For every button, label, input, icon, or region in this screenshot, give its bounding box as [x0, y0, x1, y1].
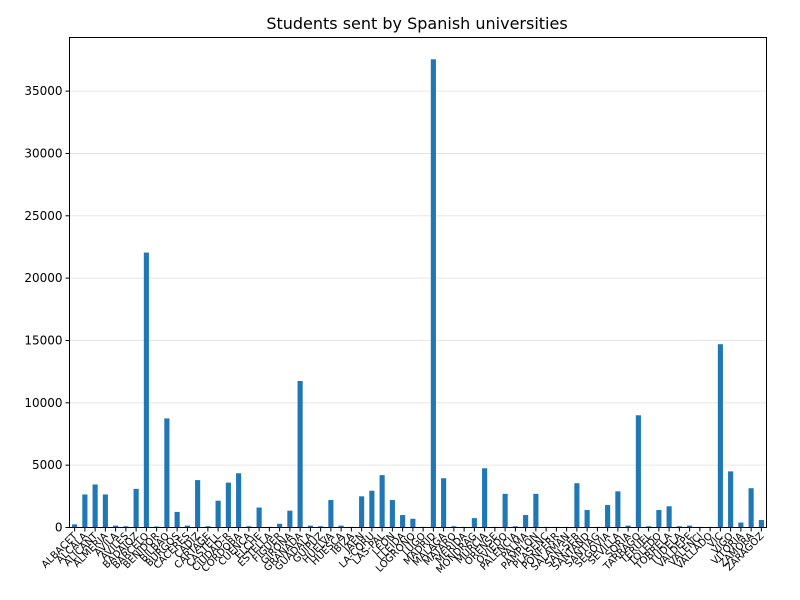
bar-zamora — [748, 488, 754, 528]
bar-jaen — [359, 496, 365, 528]
bar-madrid — [430, 59, 436, 528]
bar-avila — [113, 525, 119, 528]
bar-almeria — [102, 494, 108, 528]
bar-palma — [523, 515, 529, 528]
bar-santand — [584, 510, 590, 528]
bar-la-coru — [369, 490, 375, 528]
bar-vic — [717, 344, 723, 528]
bar-vigo — [728, 471, 734, 528]
y-tick-label: 15000 — [24, 333, 62, 347]
bar-murcia — [482, 468, 488, 528]
bar-huelva — [328, 500, 334, 528]
bar-cordoba — [236, 473, 242, 528]
bar-mondrag — [471, 518, 477, 528]
bar-valdepe — [687, 525, 693, 528]
grid-lines — [69, 90, 767, 528]
bar-vitoria — [738, 522, 744, 528]
bar-burgos — [174, 511, 180, 528]
bar-cartage — [205, 526, 211, 528]
y-tick-label: 25000 — [24, 209, 62, 223]
bar-girona — [287, 510, 293, 528]
bar-badajoz — [133, 488, 139, 528]
bar-caceres — [184, 525, 190, 528]
bar-zaragoz — [758, 520, 764, 528]
bar-lleida — [400, 515, 406, 528]
bar-soria — [625, 525, 631, 528]
y-tick-label: 35000 — [24, 84, 62, 98]
bar-granada — [297, 380, 303, 528]
bar-bilbao — [164, 418, 170, 528]
bars — [72, 59, 764, 528]
y-tick-label: 5000 — [32, 458, 63, 472]
bar-aviles — [123, 526, 129, 528]
bar-torrela — [666, 506, 672, 528]
bar-alicant — [92, 484, 98, 528]
bar-elche — [256, 507, 262, 528]
bar-oviedo — [502, 493, 508, 528]
plot-frame — [69, 37, 767, 528]
bar-ciudad-r — [225, 482, 231, 528]
bar-toledo — [656, 510, 662, 528]
y-tick-label: 20000 — [24, 271, 62, 285]
bar-segovia — [605, 505, 611, 528]
bar-leon — [389, 500, 395, 528]
bar-albacet — [72, 524, 78, 528]
bar-san-seb — [574, 483, 580, 528]
bar-pamplon — [533, 493, 539, 528]
y-tick-label: 30000 — [24, 146, 62, 160]
bar-mataro — [451, 526, 457, 528]
bar-teruel — [646, 526, 652, 528]
bar-malaga — [441, 478, 447, 528]
bar-cadiz — [195, 480, 201, 528]
bar-huesca — [338, 525, 344, 528]
bar-tarrago — [635, 415, 641, 528]
bar-figuer — [277, 523, 283, 528]
bar-guadala — [307, 525, 313, 528]
y-tick-label: 0 — [55, 521, 63, 535]
y-axis: 0 5000 10000 15000 20000 25000 30000 35000 — [24, 84, 70, 535]
bar-cuenca — [246, 526, 252, 528]
bar-sevilla — [615, 491, 621, 528]
bar-alcala — [82, 494, 88, 528]
y-tick-label: 10000 — [24, 396, 62, 410]
chart-title: Students sent by Spanish universities — [266, 14, 567, 33]
bar-barcelo — [143, 252, 149, 528]
bar-palencia — [512, 526, 518, 528]
bar-las-pal — [379, 475, 385, 528]
bar-castell — [215, 500, 221, 528]
bar-guipuz — [318, 526, 324, 528]
x-axis: ALBACETALCALAALICANTALMERIAAVILAAVILESBA… — [40, 527, 767, 576]
bar-tudela — [676, 526, 682, 528]
bar-logrono — [410, 518, 416, 528]
